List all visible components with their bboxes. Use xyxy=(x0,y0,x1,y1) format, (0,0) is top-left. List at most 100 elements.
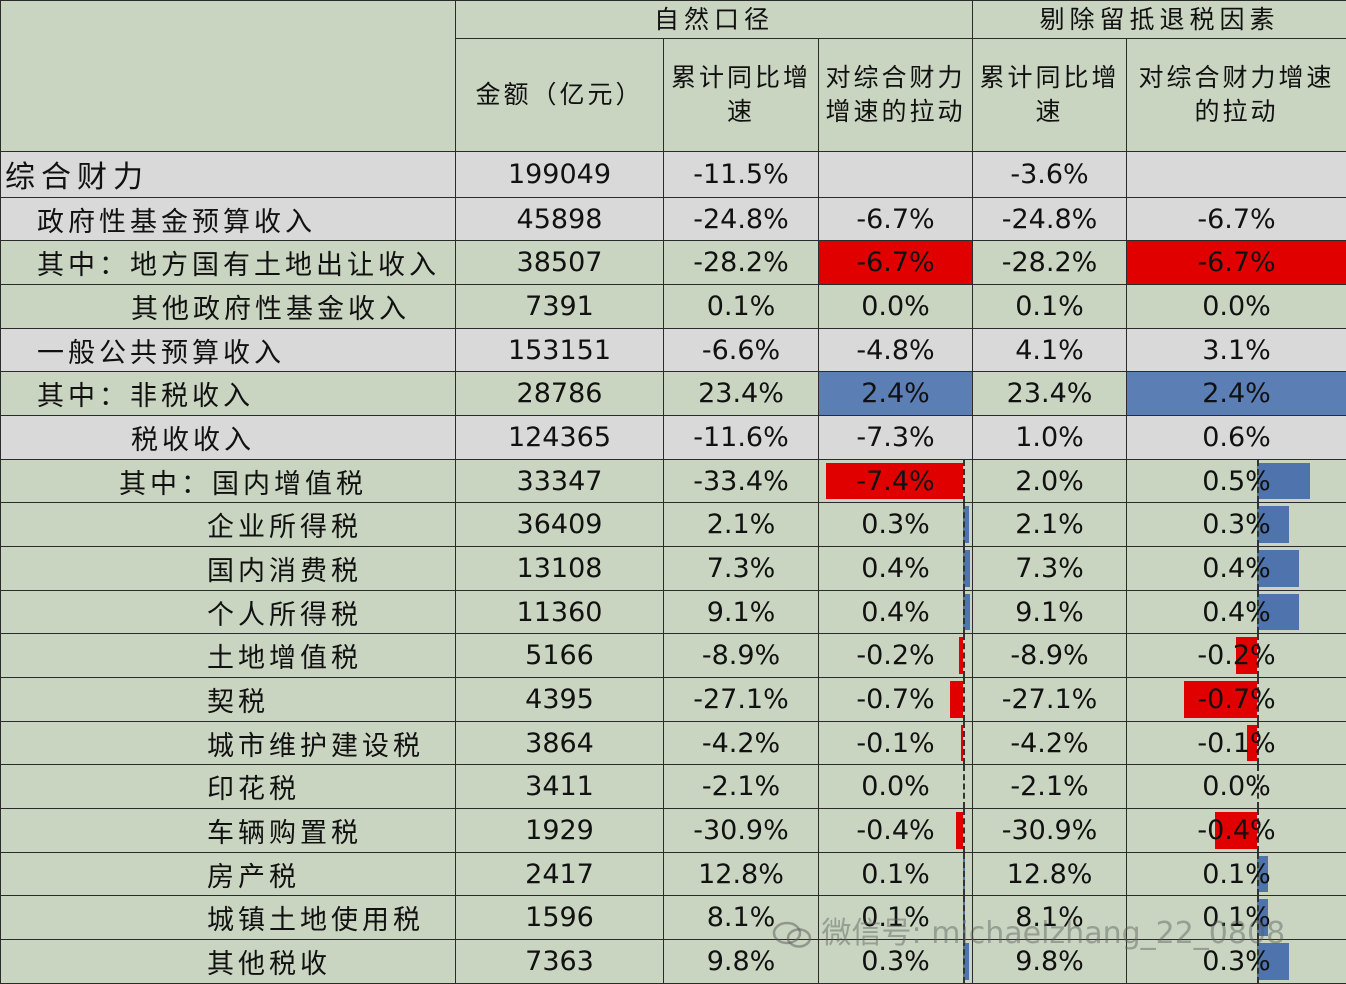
table-row: 印花税 3411 -2.1% 0.0% -2.1% 0.0% xyxy=(0,764,1346,810)
cell-amount: 7363 xyxy=(455,939,664,984)
cell-yoy-natural: 8.1% xyxy=(663,895,819,941)
table-row: 其中：国内增值税 33347 -33.4% -7.4% 2.0% 0.5% xyxy=(0,458,1346,504)
row-label: 房产税 xyxy=(0,851,456,897)
cell-amount: 11360 xyxy=(455,589,664,635)
row-label: 企业所得税 xyxy=(0,502,456,548)
cell-contrib-natural: -0.2% xyxy=(817,633,974,679)
zero-axis xyxy=(963,634,965,677)
cell-yoy-excl: -8.9% xyxy=(972,633,1128,679)
cell-contrib-natural xyxy=(817,151,974,198)
zero-axis xyxy=(963,853,965,895)
zero-axis xyxy=(1257,722,1260,764)
cell-contrib-excl: 0.4% xyxy=(1126,546,1346,591)
watermark-text: 微信号: michaelzhang_22_0808 xyxy=(821,916,1286,951)
cell-contrib-excl: 3.1% xyxy=(1126,327,1346,373)
data-bar xyxy=(963,506,969,544)
cell-amount: 7391 xyxy=(455,284,664,329)
zero-axis xyxy=(963,547,965,590)
cell-contrib-excl: 0.3% xyxy=(1126,502,1346,548)
row-label: 土地增值税 xyxy=(0,633,456,679)
cell-yoy-natural: -11.5% xyxy=(663,151,819,198)
cell-yoy-natural: -28.2% xyxy=(663,240,819,286)
zero-axis xyxy=(1257,634,1260,677)
data-bar xyxy=(963,943,969,980)
cell-yoy-excl: 7.3% xyxy=(972,546,1128,591)
cell-contrib-excl: -0.4% xyxy=(1126,808,1346,853)
zero-axis xyxy=(963,765,965,808)
zero-axis xyxy=(963,809,965,852)
cell-contrib-excl: -6.7% xyxy=(1126,196,1346,242)
bar-value-label: 0.1% xyxy=(861,902,930,934)
cell-contrib-natural: -4.8% xyxy=(817,327,974,373)
cell-yoy-excl: -2.1% xyxy=(972,764,1128,810)
cell-yoy-excl: 9.1% xyxy=(972,589,1128,635)
cell-yoy-natural: -6.6% xyxy=(663,327,819,373)
cell-contrib-natural: -0.4% xyxy=(817,808,974,853)
cell-yoy-natural: 12.8% xyxy=(663,851,819,897)
zero-axis xyxy=(963,591,965,633)
row-label: 综合财力 xyxy=(0,151,456,198)
cell-amount: 1929 xyxy=(455,808,664,853)
data-bar xyxy=(950,681,963,718)
zero-axis xyxy=(1257,547,1260,590)
zero-axis xyxy=(963,940,965,983)
zero-axis xyxy=(963,503,965,546)
data-bar xyxy=(1183,681,1258,718)
bar-value-label: -7.4% xyxy=(856,465,935,497)
cell-yoy-natural: 0.1% xyxy=(663,284,819,329)
cell-yoy-excl: -3.6% xyxy=(972,151,1128,198)
cell-contrib-excl: -0.1% xyxy=(1126,720,1346,766)
zero-axis xyxy=(963,896,965,939)
cell-amount: 45898 xyxy=(455,196,664,242)
cell-contrib-natural: -6.7% xyxy=(817,196,974,242)
watermark: 微信号: michaelzhang_22_0808 xyxy=(772,908,1285,952)
cell-yoy-excl: 1.0% xyxy=(972,415,1128,460)
cell-yoy-natural: 9.1% xyxy=(663,589,819,635)
bar-value-label: 0.4% xyxy=(861,596,930,628)
cell-yoy-excl: 23.4% xyxy=(972,371,1128,417)
zero-axis xyxy=(1257,896,1260,939)
table-row: 税收收入 124365 -11.6% -7.3% 1.0% 0.6% xyxy=(0,415,1346,460)
cell-contrib-natural: 0.3% xyxy=(817,939,974,984)
data-bar xyxy=(1257,593,1300,631)
cell-amount: 28786 xyxy=(455,371,664,417)
table-row: 政府性基金预算收入 45898 -24.8% -6.7% -24.8% -6.7% xyxy=(0,196,1346,242)
cell-contrib-excl: 0.6% xyxy=(1126,415,1346,460)
bar-value-label: -0.7% xyxy=(1197,683,1276,715)
data-bar xyxy=(1257,855,1268,893)
row-label: 个人所得税 xyxy=(0,589,456,635)
cell-yoy-natural: -4.2% xyxy=(663,720,819,766)
cell-amount: 13108 xyxy=(455,546,664,591)
zero-axis xyxy=(1257,765,1260,808)
zero-axis xyxy=(1257,678,1260,721)
table-row: 国内消费税 13108 7.3% 0.4% 7.3% 0.4% xyxy=(0,546,1346,591)
group-header-excl-refund: 剔除留抵退税因素 xyxy=(972,0,1346,39)
bar-value-label: -0.4% xyxy=(856,814,935,846)
row-label: 城市维护建设税 xyxy=(0,720,456,766)
bar-value-label: 0.3% xyxy=(1202,946,1271,978)
wechat-icon xyxy=(772,920,812,950)
table-row: 企业所得税 36409 2.1% 0.3% 2.1% 0.3% xyxy=(0,502,1346,548)
row-label: 国内消费税 xyxy=(0,546,456,591)
col-header-yoy-natural: 累计同比增速 xyxy=(663,38,819,152)
row-label: 其他税收 xyxy=(0,939,456,984)
cell-contrib-excl: 0.1% xyxy=(1126,851,1346,897)
col-header-yoy-excl: 累计同比增速 xyxy=(972,38,1128,152)
bar-value-label: -0.1% xyxy=(1197,727,1276,759)
cell-yoy-excl: -27.1% xyxy=(972,677,1128,722)
table-row: 一般公共预算收入 153151 -6.6% -4.8% 4.1% 3.1% xyxy=(0,327,1346,373)
cell-contrib-excl: 0.1% xyxy=(1126,895,1346,941)
group-header-natural: 自然口径 xyxy=(454,0,974,39)
data-bar xyxy=(826,462,963,500)
cell-yoy-natural: 7.3% xyxy=(663,546,819,591)
bar-value-label: 0.1% xyxy=(1202,902,1271,934)
cell-contrib-excl: 0.4% xyxy=(1126,589,1346,635)
bar-value-label: 0.4% xyxy=(861,552,930,584)
cell-amount: 33347 xyxy=(455,458,664,504)
row-label: 车辆购置税 xyxy=(0,808,456,853)
header-blank-cell xyxy=(0,0,456,152)
cell-contrib-natural: 2.4% xyxy=(817,371,974,417)
cell-amount: 124365 xyxy=(455,415,664,460)
cell-contrib-excl: 0.0% xyxy=(1126,764,1346,810)
cell-yoy-excl: -30.9% xyxy=(972,808,1128,853)
